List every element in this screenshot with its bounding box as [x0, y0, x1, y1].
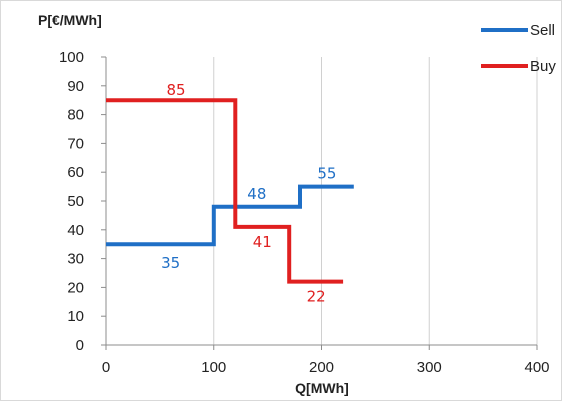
x-tick-label-200: 200: [309, 359, 334, 376]
series-layer: [106, 98, 354, 284]
x-tick-label-0: 0: [102, 359, 110, 376]
x-tick-label-100: 100: [201, 359, 226, 376]
x-tick-label-400: 400: [524, 359, 549, 376]
y-tick-label-80: 80: [67, 107, 84, 124]
y-tick-label-30: 30: [67, 251, 84, 268]
buy-series-line: [106, 98, 344, 284]
buy-data-label-41: 41: [253, 233, 272, 251]
y-tick-label-70: 70: [67, 135, 84, 152]
x-axis-title: Q[MWh]: [295, 380, 349, 396]
y-tick-label-50: 50: [67, 193, 84, 210]
sell-data-label-55: 55: [317, 165, 336, 183]
sell-data-label-35: 35: [161, 254, 180, 272]
legend: Sell Buy: [481, 22, 556, 75]
buy-data-label-22: 22: [307, 288, 326, 306]
y-tick-label-10: 10: [67, 308, 84, 325]
y-tick-label-20: 20: [67, 279, 84, 296]
axes: 0 10 20 30 40 50 60 70 80 90 100 0 100 200 300 400: [59, 49, 550, 376]
sell-data-label-48: 48: [247, 185, 266, 203]
data-labels: 35 48 55 85 41 22: [161, 81, 336, 305]
y-axis-title: P[€/MWh]: [38, 12, 102, 28]
y-tick-label-0: 0: [76, 337, 84, 354]
y-tick-label-100: 100: [59, 49, 84, 66]
buy-data-label-85: 85: [166, 81, 185, 99]
sell-series-line: [106, 184, 354, 247]
sell-legend-label: Sell: [530, 22, 555, 39]
buy-legend-label: Buy: [530, 58, 556, 75]
grid-lines: [213, 57, 538, 345]
x-tick-label-300: 300: [417, 359, 442, 376]
y-tick-label-60: 60: [67, 164, 84, 181]
y-tick-label-40: 40: [67, 222, 84, 239]
y-tick-label-90: 90: [67, 78, 84, 95]
